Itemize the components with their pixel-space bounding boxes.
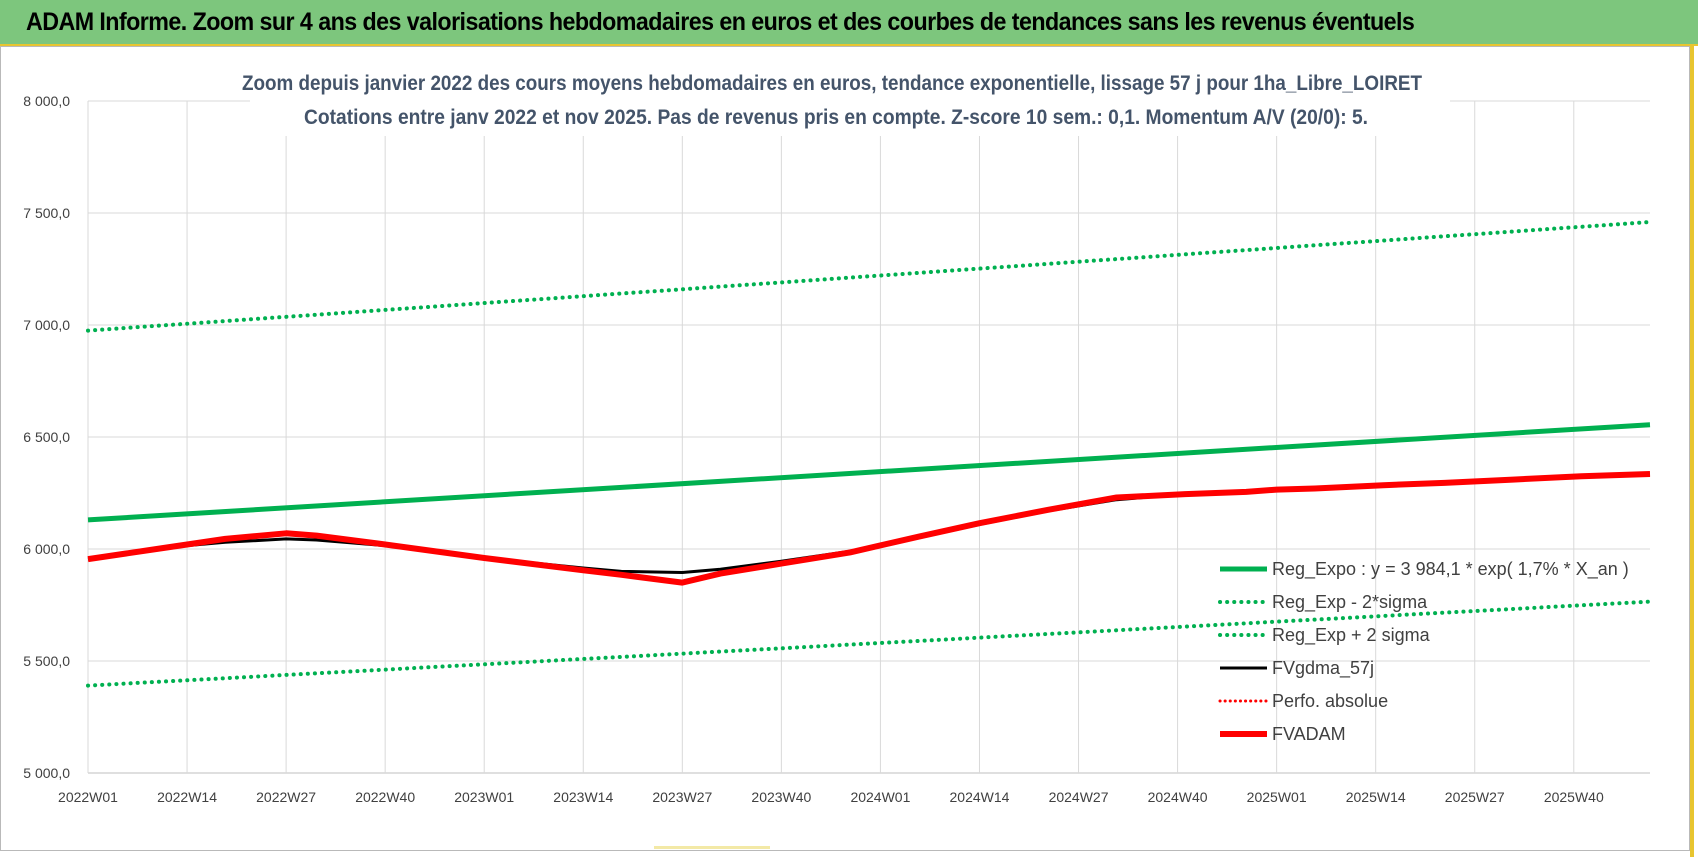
y-tick-label: 5 500,0 (23, 653, 70, 669)
chart-subtitle: Cotations entre janv 2022 et nov 2025. P… (304, 106, 1368, 129)
legend-label: FVgdma_57j (1272, 658, 1374, 679)
series-line-reg-exp (86, 220, 1652, 333)
banner-title: ADAM Informe. Zoom sur 4 ans des valoris… (26, 8, 1415, 36)
series-group (86, 220, 1652, 688)
x-tick-label: 2022W27 (256, 789, 316, 805)
title-backdrop (250, 64, 1450, 136)
y-tick-label: 7 500,0 (23, 205, 70, 221)
y-tick-label: 8 000,0 (23, 93, 70, 109)
series-line-reg-expo (87, 422, 1651, 523)
x-tick-label: 2022W14 (157, 789, 217, 805)
series-line-fvgdma-57j (87, 472, 1651, 574)
x-tick-label: 2023W01 (454, 789, 514, 805)
legend-label: FVADAM (1272, 724, 1346, 744)
x-tick-label: 2023W40 (751, 789, 811, 805)
legend-label: Perfo. absolue (1272, 691, 1388, 711)
x-tick-label: 2025W27 (1445, 789, 1505, 805)
x-tick-label: 2025W40 (1544, 789, 1604, 805)
chart-title: Zoom depuis janvier 2022 des cours moyen… (242, 72, 1422, 95)
x-tick-label: 2022W01 (58, 789, 118, 805)
x-tick-label: 2024W40 (1148, 789, 1208, 805)
right-edge-bar (1690, 46, 1694, 857)
y-tick-label: 7 000,0 (23, 317, 70, 333)
series-line-fvadam (87, 471, 1651, 586)
x-tick-label: 2024W14 (950, 789, 1010, 805)
y-tick-label: 5 000,0 (23, 765, 70, 781)
x-tick-label: 2025W01 (1247, 789, 1307, 805)
legend-label: Reg_Exp + 2 sigma (1272, 625, 1431, 646)
y-tick-label: 6 000,0 (23, 541, 70, 557)
series-line-reg-exp (86, 599, 1652, 688)
x-tick-label: 2025W14 (1346, 789, 1406, 805)
y-tick-label: 6 500,0 (23, 429, 70, 445)
x-tick-label: 2023W27 (652, 789, 712, 805)
legend-label: Reg_Expo : y = 3 984,1 * exp( 1,7% * X_a… (1272, 559, 1629, 580)
grid-lines (87, 100, 1650, 774)
x-axis-ticks: 2022W01 2022W14 2022W27 2022W40 2023W01 2023W… (58, 789, 1604, 805)
header-banner: ADAM Informe. Zoom sur 4 ans des valoris… (0, 0, 1698, 46)
x-tick-label: 2024W27 (1049, 789, 1109, 805)
chart-frame (0, 46, 1690, 851)
x-tick-label: 2022W40 (355, 789, 415, 805)
x-tick-label: 2023W14 (553, 789, 613, 805)
legend: Reg_Expo : y = 3 984,1 * exp( 1,7% * X_a… (1218, 559, 1629, 744)
bottom-edge-mark (654, 846, 770, 849)
legend-label: Reg_Exp - 2*sigma (1272, 592, 1428, 613)
x-tick-label: 2024W01 (850, 789, 910, 805)
y-axis-ticks: 5 000,0 5 500,0 6 000,0 6 500,0 7 000,0 7 500… (23, 93, 70, 781)
